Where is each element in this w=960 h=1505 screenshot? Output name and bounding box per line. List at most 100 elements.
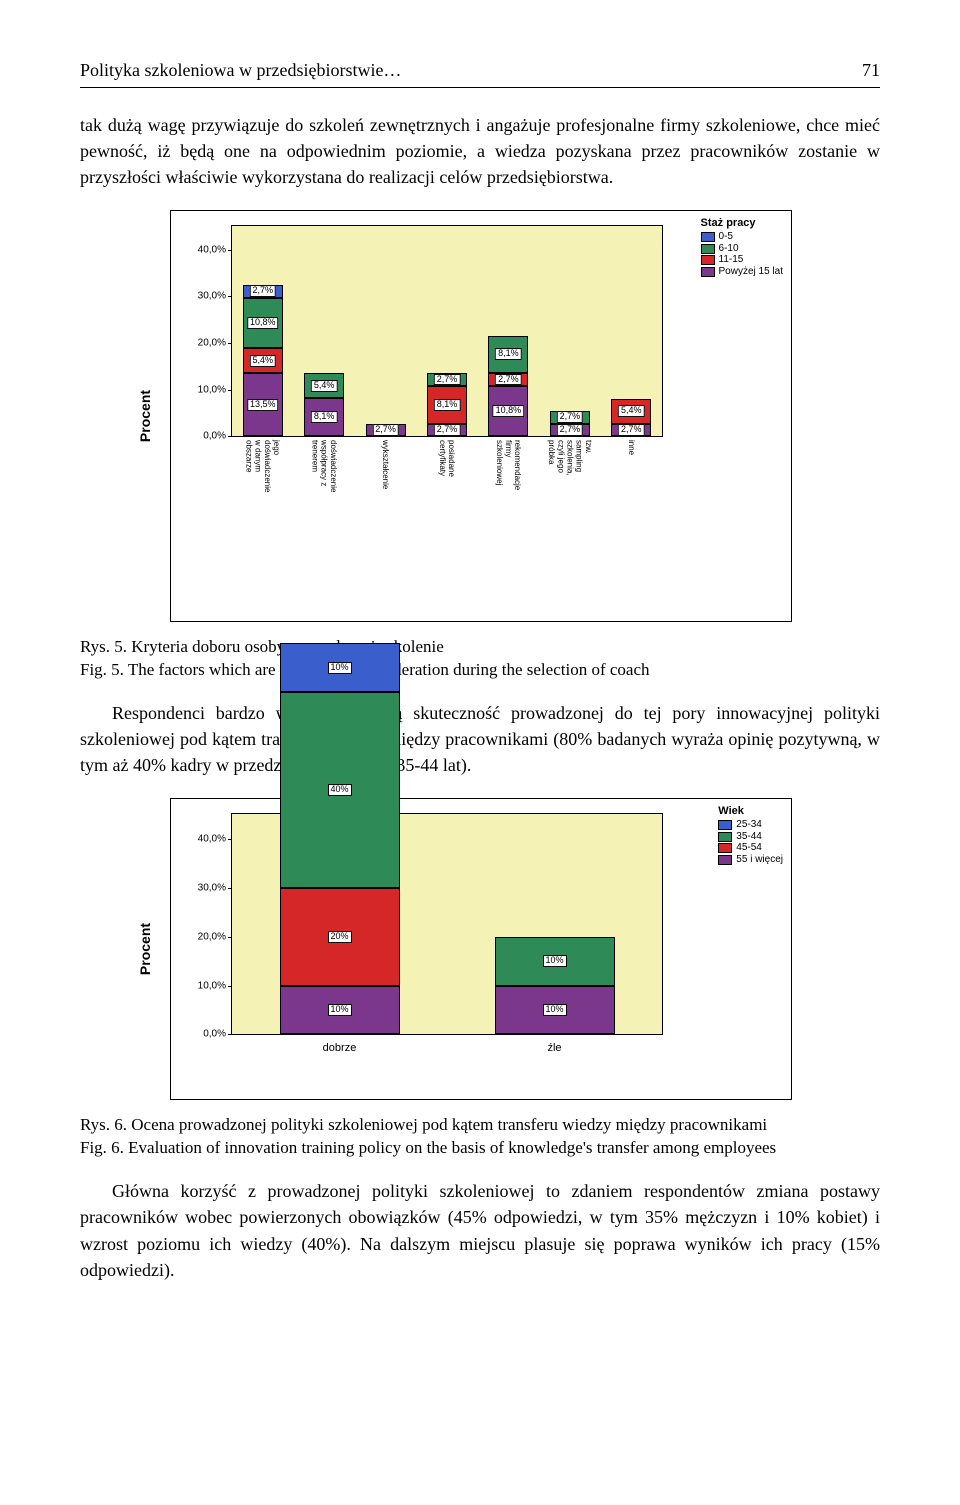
legend-item: 0-5 (701, 231, 783, 243)
bar-segment: 40% (280, 692, 400, 888)
legend-item: 55 i więcej (718, 854, 783, 866)
caption-2-en: Fig. 6. Evaluation of innovation trainin… (80, 1137, 880, 1160)
x-tick-label: jego doświadczenie w danym obszarze (244, 436, 281, 492)
x-tick-label: doświadczenie współpracy z trenerem (310, 436, 338, 492)
bar-column: 2,7%2,7% (550, 411, 590, 436)
bar-segment-label: 2,7% (249, 285, 276, 297)
bar-column: 2,7%5,4% (611, 399, 651, 437)
bar-segment-label: 10% (542, 955, 566, 967)
paragraph-1: tak dużą wagę przywiązuje do szkoleń zew… (80, 112, 880, 190)
x-tick-label: rekomendacje firmy szkoleniowej (495, 436, 523, 490)
bar-segment: 10% (280, 643, 400, 692)
bar-segment: 2,7% (427, 424, 467, 437)
x-tick-label: posiadane certyfikaty (438, 436, 456, 477)
bar-column: 2,7% 8,1% 2,7% (427, 373, 467, 436)
paragraph-2: Respondenci bardzo wysoko oceniają skute… (80, 700, 880, 778)
running-title: Polityka szkoleniowa w przedsiębiorstwie… (80, 60, 401, 81)
chart1-legend-title: Staż pracy (701, 217, 783, 229)
bar-segment: 10% (495, 986, 615, 1035)
bar-segment-label: 10,8% (247, 317, 279, 329)
y-tick-label: 20,0% (198, 931, 226, 942)
bar-segment: 10,8% (243, 298, 283, 348)
legend-item: 11-15 (701, 254, 783, 266)
bar-segment: 8,1% (488, 336, 528, 374)
bar-segment-label: 2,7% (618, 424, 645, 436)
legend-item: Powyżej 15 lat (701, 266, 783, 278)
legend-item: 25-34 (718, 819, 783, 831)
y-tick-label: 20,0% (198, 337, 226, 348)
bar-column: 10% 20% 40% 10% (280, 643, 400, 1034)
x-tick-label: wykształcenie (381, 436, 390, 489)
bar-segment: 10% (495, 937, 615, 986)
header-rule (80, 87, 880, 88)
chart2-legend: Wiek 25-3435-4445-5455 i więcej (718, 805, 783, 865)
bar-segment: 2,7% (243, 285, 283, 298)
bar-segment-label: 2,7% (495, 374, 522, 386)
bar-segment-label: 10% (542, 1004, 566, 1016)
bar-segment: 10% (280, 986, 400, 1035)
bar-segment: 5,4% (243, 348, 283, 373)
bar-segment-label: 8,1% (311, 411, 338, 423)
bar-column: 10,8% 2,7% 8,1% (488, 336, 528, 437)
bar-segment: 13,5% (243, 373, 283, 436)
bar-segment-label: 2,7% (557, 424, 584, 436)
chart1-y-label: Procent (137, 390, 153, 442)
bar-segment: 5,4% (304, 373, 344, 398)
bar-segment-label: 20% (327, 931, 351, 943)
bar-segment: 2,7% (366, 424, 406, 437)
bar-segment: 8,1% (304, 398, 344, 436)
page-number: 71 (862, 60, 880, 81)
y-tick-label: 0,0% (203, 431, 226, 442)
chart1-plot-area: 0,0%10,0%20,0%30,0%40,0%13,5%5,4%10,8%2,… (231, 225, 663, 437)
legend-item: 45-54 (718, 842, 783, 854)
bar-segment: 8,1% (427, 386, 467, 424)
bar-segment-label: 8,1% (495, 348, 522, 360)
chart2-plot-area: 0,0%10,0%20,0%30,0%40,0%10%20%40%10%dobr… (231, 813, 663, 1035)
bar-column: 10% 10% (495, 937, 615, 1035)
y-tick-label: 10,0% (198, 980, 226, 991)
chart1-legend: Staż pracy 0-56-1011-15Powyżej 15 lat (701, 217, 783, 277)
paragraph-3: Główna korzyść z prowadzonej polityki sz… (80, 1178, 880, 1282)
caption-1-en: Fig. 5. The factors which are taking int… (80, 659, 880, 682)
chart2-y-label: Procent (137, 923, 153, 975)
bar-segment-label: 2,7% (372, 424, 399, 436)
bar-column: 13,5% 5,4% 10,8% 2,7% (243, 285, 283, 436)
bar-segment: 5,4% (611, 399, 651, 424)
bar-segment: 2,7% (427, 373, 467, 386)
legend-item: 35-44 (718, 831, 783, 843)
chart2-legend-title: Wiek (718, 805, 783, 817)
bar-segment: 2,7% (488, 373, 528, 386)
x-tick-label: tzw. sampling szkolenia, czyli jego prób… (547, 436, 593, 476)
bar-segment-label: 5,4% (311, 380, 338, 392)
bar-segment-label: 2,7% (557, 411, 584, 423)
bar-segment: 20% (280, 888, 400, 986)
caption-1-pl: Rys. 5. Kryteria doboru osoby prowadzące… (80, 636, 880, 659)
bar-segment-label: 13,5% (247, 399, 279, 411)
bar-segment-label: 10% (327, 1004, 351, 1016)
chart-1: Procent Staż pracy 0-56-1011-15Powyżej 1… (170, 210, 790, 622)
x-tick-label: inne (627, 436, 636, 455)
y-tick-label: 40,0% (198, 244, 226, 255)
bar-segment-label: 10,8% (493, 405, 525, 417)
x-tick-label: dobrze (323, 1034, 357, 1054)
bar-segment-label: 40% (327, 784, 351, 796)
bar-column: 2,7% (366, 424, 406, 437)
bar-segment-label: 2,7% (434, 424, 461, 436)
bar-column: 8,1% 5,4% (304, 373, 344, 436)
y-tick-label: 40,0% (198, 833, 226, 844)
bar-segment: 2,7% (550, 411, 590, 424)
bar-segment: 10,8% (488, 386, 528, 436)
caption-2-pl: Rys. 6. Ocena prowadzonej polityki szkol… (80, 1114, 880, 1137)
y-tick-label: 0,0% (203, 1029, 226, 1040)
chart-2: Procent Wiek 25-3435-4445-5455 i więcej … (170, 798, 790, 1100)
bar-segment-label: 8,1% (434, 399, 461, 411)
bar-segment-label: 2,7% (434, 374, 461, 386)
x-tick-label: źle (547, 1034, 561, 1054)
y-tick-label: 30,0% (198, 882, 226, 893)
legend-item: 6-10 (701, 243, 783, 255)
bar-segment: 2,7% (550, 424, 590, 437)
bar-segment: 2,7% (611, 424, 651, 437)
bar-segment-label: 10% (327, 662, 351, 674)
bar-segment-label: 5,4% (249, 355, 276, 367)
y-tick-label: 10,0% (198, 384, 226, 395)
